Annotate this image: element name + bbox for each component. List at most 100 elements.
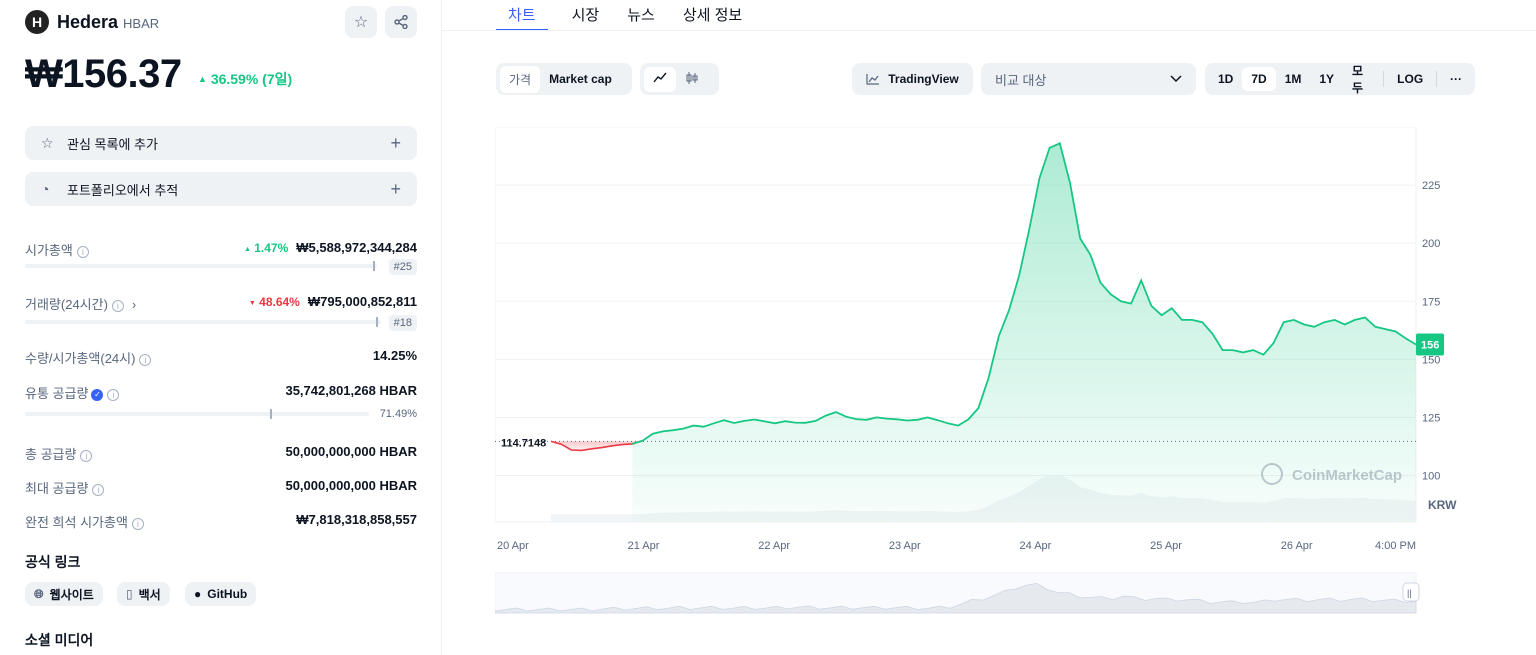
whitepaper-label: 백서 — [138, 587, 161, 602]
plus-icon: + — [390, 178, 401, 199]
content-tabs: 차트 시장 뉴스 상세 정보 — [496, 0, 766, 31]
compare-placeholder: 비교 대상 — [995, 72, 1047, 88]
github-label: GitHub — [207, 587, 248, 601]
x-tick-label: 23 Apr — [889, 540, 921, 552]
stat-label: 거래량(24시간) — [25, 297, 108, 312]
price-toggle[interactable]: 가격 — [500, 65, 541, 93]
price-area-down — [551, 440, 643, 451]
chart-panel: 차트 시장 뉴스 상세 정보 가격 Market cap TradingView… — [442, 0, 1536, 655]
x-tick-label: 22 Apr — [758, 540, 790, 552]
chevron-right-icon[interactable]: › — [131, 297, 137, 312]
tradingview-label: TradingView — [888, 72, 959, 86]
tab-chart[interactable]: 차트 — [496, 0, 548, 31]
stat-label: 최대 공급량 — [25, 481, 89, 496]
star-icon: ☆ — [41, 134, 54, 151]
range-all[interactable]: 모두 — [1352, 64, 1364, 95]
range-7d[interactable]: 7D — [1242, 67, 1276, 91]
info-icon[interactable]: i — [139, 353, 152, 366]
volume-value: ₩795,000,852,811 — [307, 294, 417, 309]
stat-label: 완전 희석 시가총액 — [25, 515, 128, 530]
volume-rank: #18 — [388, 315, 417, 331]
y-tick-label: 200 — [1422, 238, 1440, 250]
hedera-logo-icon: H — [25, 10, 49, 34]
range-1d[interactable]: 1D — [1218, 72, 1234, 86]
info-icon[interactable]: i — [131, 517, 144, 530]
tab-news[interactable]: 뉴스 — [627, 7, 655, 24]
current-price-box — [1416, 333, 1444, 356]
candlestick-button[interactable] — [676, 67, 708, 92]
current-price-label: 156 — [1421, 339, 1439, 351]
stat-market-cap: 시가총액 i ▲ 1.47% ₩5,588,972,344,284 #25 — [25, 240, 417, 276]
metric-toggle: 가격 Market cap — [496, 63, 632, 95]
volume-change: 48.64% — [259, 295, 300, 309]
x-tick-label: 25 Apr — [1150, 540, 1182, 552]
share-button[interactable] — [385, 6, 417, 38]
stat-fdv: 완전 희석 시가총액 i ₩7,818,318,858,557 — [25, 512, 417, 530]
fdv-value: ₩7,818,318,858,557 — [296, 512, 417, 527]
caret-down-icon: ▼ — [248, 300, 256, 307]
info-icon[interactable]: i — [80, 449, 93, 462]
vol-mcap-value: 14.25% — [372, 348, 417, 363]
circulating-marker — [269, 409, 272, 419]
line-chart-icon — [653, 72, 667, 82]
info-icon[interactable]: i — [107, 388, 120, 401]
add-watchlist-button[interactable]: ☆ 관심 목록에 추가 + — [25, 126, 417, 160]
range-1m[interactable]: 1M — [1284, 72, 1302, 86]
chevron-down-icon — [1170, 75, 1182, 83]
whitepaper-link[interactable]: ▯ 백서 — [117, 582, 170, 606]
pie-chart-icon: ◔ — [41, 181, 50, 197]
circulating-pct: 71.49% — [379, 408, 417, 420]
y-tick-label: 100 — [1422, 471, 1440, 483]
log-toggle[interactable]: LOG — [1397, 72, 1424, 86]
price-line-up — [632, 142, 1417, 445]
tab-details[interactable]: 상세 정보 — [682, 7, 743, 24]
watermark-text: CoinMarketCap — [1292, 467, 1402, 484]
caret-up-icon: ▲ — [243, 246, 251, 253]
x-tick-label: 20 Apr — [497, 540, 529, 552]
website-link[interactable]: 🌐︎ 웹사이트 — [25, 582, 103, 606]
track-portfolio-button[interactable]: ◔ 포트폴리오에서 추적 + — [25, 172, 417, 206]
stat-volume: 거래량(24시간) i › ▼ 48.64% ₩795,000,852,811 #18 — [25, 294, 417, 331]
github-link[interactable]: ● GitHub — [185, 582, 257, 606]
navigator-handle[interactable] — [1402, 582, 1420, 602]
more-options-button[interactable]: ··· — [1450, 72, 1462, 86]
currency-label: KRW — [1428, 498, 1457, 512]
stat-label: 수량/시가총액(24시) — [25, 351, 136, 366]
market-cap-toggle[interactable]: Market cap — [549, 72, 612, 86]
price-chart: 114.7148 225 200 175 150 125 100 20 Apr 21 Apr… — [494, 126, 1485, 622]
price-change: ▲ 36.59% (7일) — [198, 69, 292, 89]
stat-label: 총 공급량 — [25, 447, 77, 462]
market-cap-value: ₩5,588,972,344,284 — [296, 240, 417, 255]
market-cap-rank: #25 — [388, 259, 417, 275]
stat-total-supply: 총 공급량 i 50,000,000,000 HBAR — [25, 444, 417, 462]
baseline-label: 114.7148 — [501, 437, 546, 449]
range-1y[interactable]: 1Y — [1319, 72, 1335, 86]
star-icon: ☆ — [353, 14, 369, 31]
coin-sidebar: H Hedera HBAR ☆ ₩156.37 ▲ 36.59% (7일) ☆ … — [0, 0, 442, 655]
coinmarketcap-logo-icon — [1261, 463, 1283, 485]
verified-icon: ✓ — [91, 388, 104, 401]
price-change-value: 36.59% (7일) — [210, 71, 293, 87]
share-icon — [394, 15, 408, 29]
tradingview-button[interactable]: TradingView — [852, 63, 973, 95]
document-icon: ▯ — [126, 587, 133, 601]
plus-icon: + — [390, 132, 401, 153]
market-cap-bar — [25, 261, 377, 271]
info-icon[interactable]: i — [92, 483, 105, 496]
chart-type-toggle — [640, 63, 719, 95]
caret-up-icon: ▲ — [198, 74, 207, 84]
navigator-series — [494, 582, 1417, 614]
tradingview-icon — [866, 74, 880, 85]
tab-markets[interactable]: 시장 — [571, 7, 600, 24]
info-icon[interactable]: i — [111, 299, 124, 312]
watchlist-star-button[interactable]: ☆ — [345, 6, 377, 38]
compare-select[interactable]: 비교 대상 — [981, 63, 1196, 95]
price-line-down — [550, 439, 643, 452]
volume-bar — [25, 317, 381, 327]
y-tick-label: 175 — [1422, 296, 1440, 308]
coin-symbol: HBAR — [123, 16, 160, 31]
coin-price: ₩156.37 — [25, 52, 182, 96]
github-icon: ● — [194, 587, 202, 601]
info-icon[interactable]: i — [76, 245, 89, 258]
line-chart-button[interactable] — [644, 66, 676, 92]
